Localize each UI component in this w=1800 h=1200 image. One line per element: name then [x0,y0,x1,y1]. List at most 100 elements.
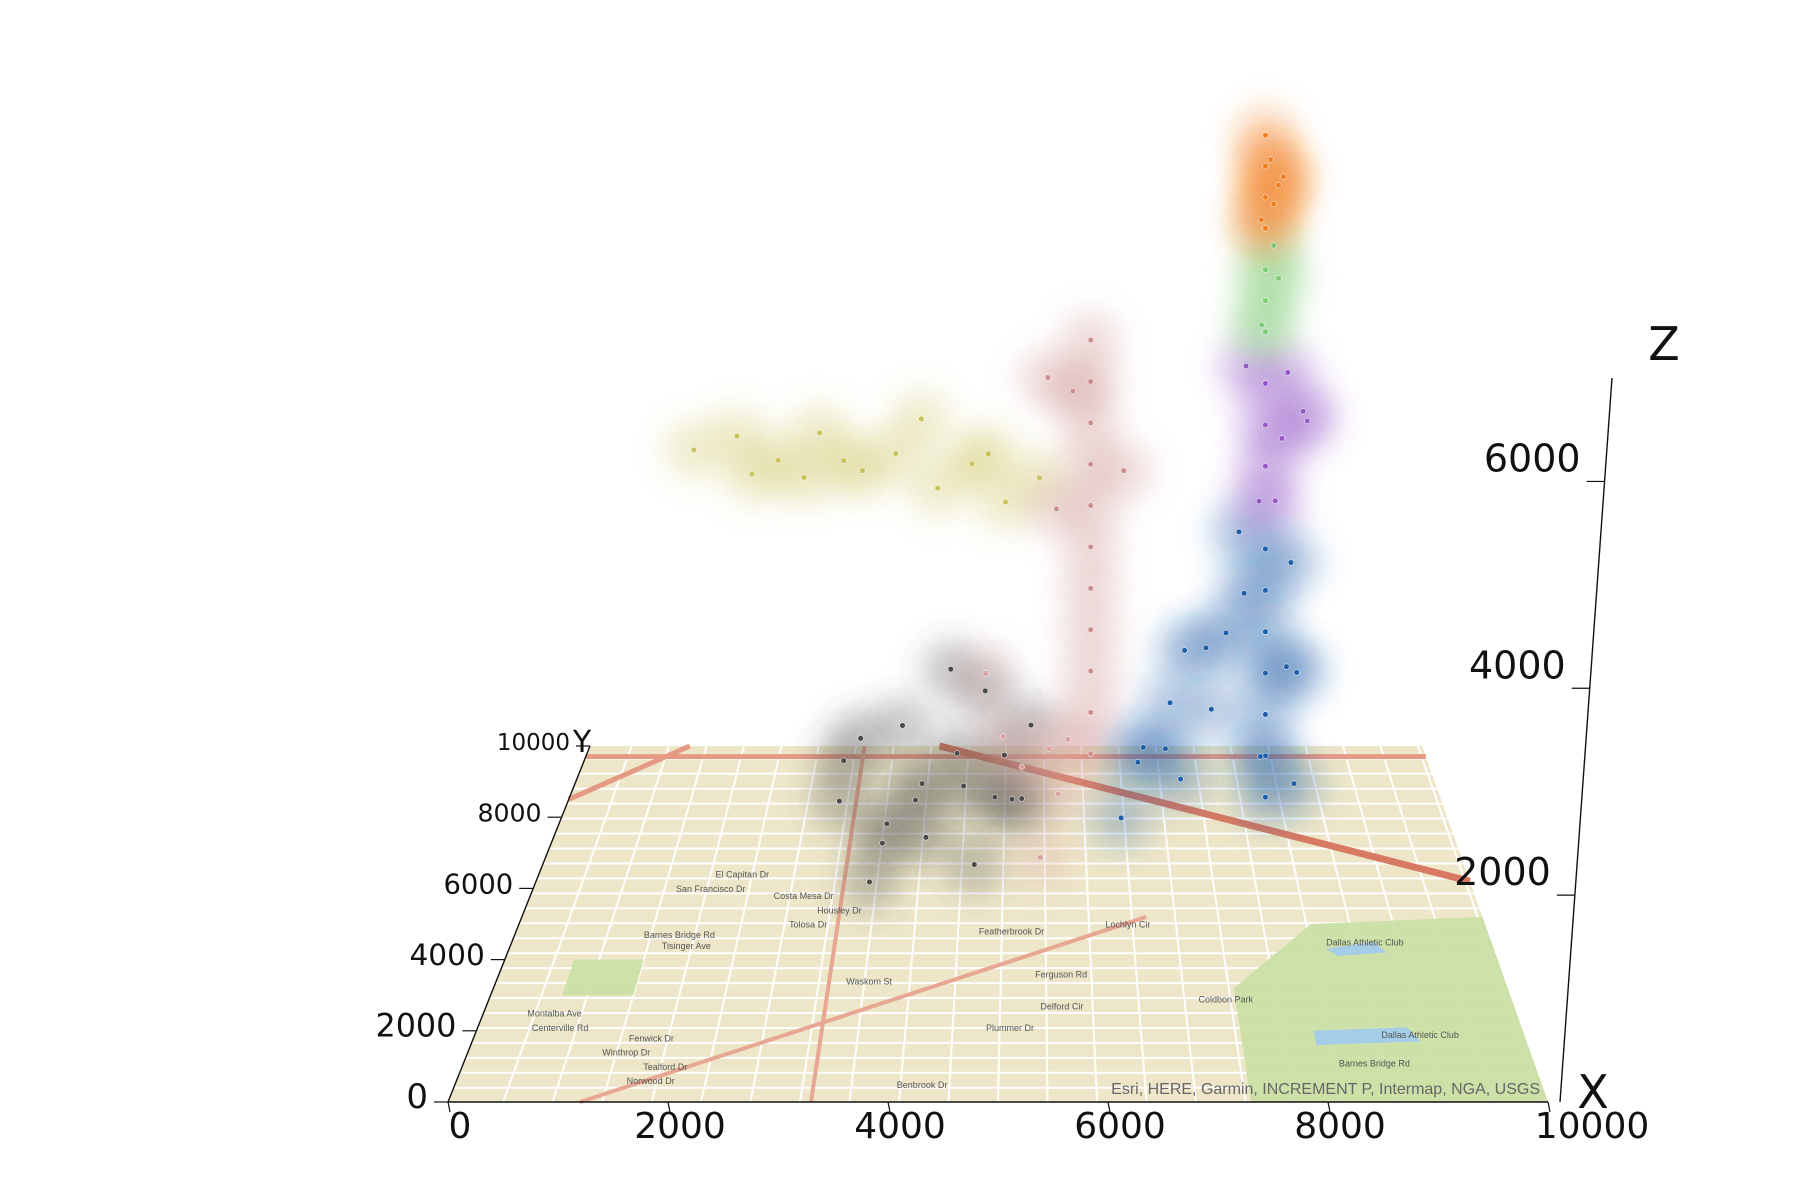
y-tick-label: 10000 [497,730,570,756]
map-park [1233,916,1548,1102]
z-axis-line [1559,377,1613,1103]
x-tick-label: 6000 [1074,1106,1166,1147]
map-street-label: Benbrook Dr [897,1080,948,1090]
map-street-label: Delford Cir [1040,1001,1083,1011]
x-tick-mark [887,1101,891,1113]
data-point [1257,753,1264,760]
data-point [918,415,925,422]
data-point [1087,709,1094,716]
data-point [733,433,740,440]
data-point [1267,156,1274,163]
data-point [1262,711,1269,718]
map-street-label: Waskom St [846,977,892,987]
data-point [1018,795,1025,802]
map-street-label: Norwood Dr [627,1076,675,1086]
data-point [1087,750,1094,757]
map-street-label: Centerville Rd [532,1023,589,1033]
x-tick-mark [667,1101,671,1113]
data-point [1002,498,1009,506]
data-point [1262,670,1269,677]
data-point [1202,644,1209,651]
data-point [1120,467,1127,474]
y-tick-label: 0 [406,1077,428,1117]
data-point [1177,776,1184,783]
map-street-label: Barnes Bridge Rd [644,930,715,940]
data-point [1087,419,1094,426]
data-point [919,780,926,787]
data-point [866,878,873,886]
map-highway [579,914,1147,1104]
data-point [1270,242,1277,249]
data-point [991,794,998,801]
data-point [1162,745,1169,752]
data-point [982,670,989,677]
data-point [1087,502,1094,509]
basemap-attribution: Esri, HERE, Garmin, INCREMENT P, Interma… [1111,1081,1540,1098]
data-point [859,467,866,474]
data-point [1262,380,1269,387]
map-street-label: Tolosa Dr [789,920,827,930]
data-point [954,750,961,757]
y-tick-label: 8000 [477,799,541,828]
data-point [1256,498,1263,505]
y-tick-label: 2000 [375,1008,456,1045]
z-tick-label: 2000 [1454,850,1551,894]
map-street-label: Montalba Ave [527,1009,581,1019]
map-street-label: San Francisco Dr [676,884,746,894]
data-point [1222,629,1230,636]
data-point [1140,744,1147,751]
data-point [883,820,890,827]
data-point [1087,668,1094,675]
map-street-label: Fenwick Dr [629,1033,674,1043]
data-point [1258,321,1265,329]
data-point [836,798,843,805]
data-point [1278,435,1285,442]
data-point [985,450,992,457]
data-point [1262,794,1269,801]
map-street-label: Plummer Dr [986,1023,1034,1033]
data-point [999,733,1007,740]
data-point [899,722,906,729]
data-point [1262,266,1269,273]
data-point [1287,559,1294,566]
data-point [1064,736,1071,743]
data-point [840,457,847,464]
data-point [1275,275,1282,282]
y-axis-title: Y [572,725,592,760]
data-point [1235,528,1243,535]
x-tick-label: 8000 [1294,1106,1386,1147]
x-axis-title: X [1577,1065,1609,1119]
data-points [690,132,1311,886]
x-tick-mark [1327,1101,1331,1113]
map-street-label: Tisinger Ave [662,941,711,951]
data-point [748,471,756,478]
data-point [1272,497,1279,504]
data-point [1087,626,1094,633]
data-point [934,485,941,492]
data-point [1045,745,1052,752]
data-point [1284,369,1291,376]
data-point [1262,225,1269,232]
data-point [1037,854,1044,861]
axes: 0 2000 4000 6000 8000 10000 0 2000 4000 6000 8000 1… [375,317,1679,1147]
map-street-label: Ferguson Rd [1035,969,1087,979]
data-point [857,735,864,742]
data-point [775,457,782,464]
map-water [1326,941,1387,957]
z-tick-label: 4000 [1469,643,1566,687]
data-point [1001,752,1008,759]
data-point [1241,590,1248,597]
data-point [947,666,954,673]
z-tick-label: 6000 [1484,436,1581,480]
map-street-label: Barnes Bridge Rd [1339,1058,1410,1068]
data-point [1283,663,1290,670]
data-point [816,429,823,436]
data-point [1027,722,1035,729]
data-point [1293,669,1300,676]
data-point [1262,587,1269,594]
z-axis-title: Z [1648,317,1680,371]
data-point [1087,543,1094,550]
data-point [971,861,978,868]
data-point [1262,132,1269,139]
data-point [912,797,919,804]
